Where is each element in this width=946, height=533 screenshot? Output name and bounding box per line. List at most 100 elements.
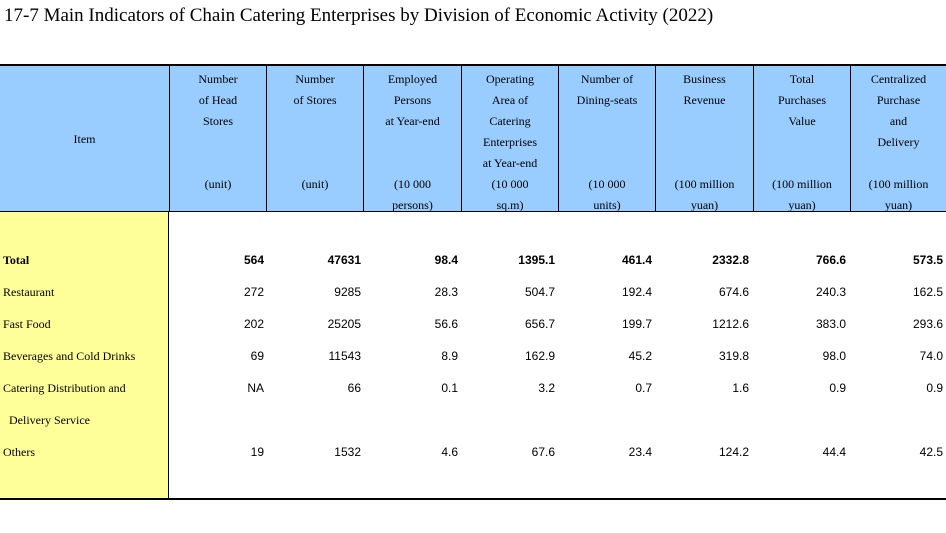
- table-cell: 162.5: [912, 285, 943, 299]
- table-cell: 293.6: [912, 317, 943, 331]
- table-row: Restaurant 272 9285 28.3 504.7 192.4 674.6 240.…: [0, 282, 946, 302]
- table-row: Delivery Service: [0, 410, 946, 430]
- table-cell: 44.4: [822, 445, 846, 459]
- row-label: Fast Food: [3, 317, 51, 331]
- column-unit-line: (100 million: [674, 177, 735, 191]
- table-cell: 2332.8: [712, 253, 749, 267]
- column-header: Operating Area of Catering Enterprises at Ye…: [461, 66, 558, 212]
- table-cell: 162.9: [524, 349, 555, 363]
- table-cell: 25205: [327, 317, 361, 331]
- table-row: Beverages and Cold Drinks 69 11543 8.9 162.9…: [0, 346, 946, 366]
- column-header-line: Persons: [393, 93, 432, 107]
- row-label: Restaurant: [3, 285, 55, 299]
- column-unit-line: yuan): [884, 198, 913, 212]
- table-cell: 19: [250, 445, 264, 459]
- row-label-column: [0, 212, 169, 499]
- table-cell: 504.7: [524, 285, 555, 299]
- table-row: Fast Food 202 25205 56.6 656.7 199.7 1212.6 383…: [0, 314, 946, 334]
- column-unit-line: (unit): [301, 177, 329, 191]
- table-cell: 240.3: [815, 285, 846, 299]
- table-cell: 573.5: [912, 253, 943, 267]
- table-row: Total 564 47631 98.4 1395.1 461.4 2332.8 766.6 5…: [0, 250, 946, 270]
- table-cell: 202: [243, 317, 264, 331]
- table-cell: 766.6: [815, 253, 846, 267]
- table-cell: 1.6: [732, 381, 749, 395]
- table-cell: 69: [250, 349, 264, 363]
- table-cell: 192.4: [621, 285, 652, 299]
- table-cell: 564: [243, 253, 264, 267]
- table-cell: 272: [243, 285, 264, 299]
- column-header-line: Catering: [489, 114, 531, 128]
- column-unit-line: (unit): [204, 177, 232, 191]
- table-cell: 67.6: [531, 445, 555, 459]
- column-header-line: Centralized: [870, 72, 927, 86]
- table-cell: NA: [247, 381, 264, 395]
- column-unit-line: (10 000: [394, 177, 431, 191]
- column-header-line: Enterprises: [483, 135, 537, 149]
- table-cell: 9285: [334, 285, 361, 299]
- table-cell: 319.8: [718, 349, 749, 363]
- column-unit-line: (100 million: [868, 177, 929, 191]
- row-label: Delivery Service: [9, 413, 90, 427]
- page-title: 17-7 Main Indicators of Chain Catering E…: [4, 5, 714, 26]
- column-header: Number of Dining-seats (10 000 units): [558, 66, 655, 212]
- column-header-line: Business: [683, 72, 726, 86]
- table-cell: 98.0: [822, 349, 846, 363]
- column-header-line: Employed: [387, 72, 438, 86]
- column-header-line: Dining-seats: [576, 93, 638, 107]
- table-row: Catering Distribution and NA 66 0.1 3.2 0.7 1.…: [0, 378, 946, 398]
- table-cell: 28.3: [434, 285, 458, 299]
- table-cell: 199.7: [621, 317, 652, 331]
- row-label: Catering Distribution and: [3, 381, 126, 395]
- table-cell: 461.4: [621, 253, 652, 267]
- column-header: Number of Stores (unit): [266, 66, 363, 212]
- table-cell: 8.9: [441, 349, 458, 363]
- table-cell: 47631: [327, 253, 361, 267]
- table-cell: 0.9: [926, 381, 943, 395]
- column-header-line: at Year-end: [385, 114, 440, 128]
- table-cell: 1532: [334, 445, 361, 459]
- table-cell: 3.2: [538, 381, 555, 395]
- table-cell: 11543: [328, 349, 361, 363]
- table-cell: 124.2: [718, 445, 749, 459]
- table-cell: 1395.1: [518, 253, 555, 267]
- column-header: Centralized Purchase and Delivery (100 milli…: [850, 66, 946, 212]
- column-header-line: Number of: [580, 72, 634, 86]
- item-column-header: Item: [73, 132, 96, 146]
- table-cell: 66: [347, 381, 361, 395]
- table-cell: 98.4: [434, 253, 458, 267]
- column-header-line: at Year-end: [482, 156, 538, 170]
- table-cell: 42.5: [919, 445, 943, 459]
- column-header: Total Purchases Value (100 million yuan): [753, 66, 850, 212]
- column-header-line: Number: [198, 72, 238, 86]
- column-unit-line: persons): [392, 198, 433, 212]
- column-unit-line: (10 000: [588, 177, 626, 191]
- column-header-line: Purchases: [778, 93, 826, 107]
- table-row: Others 19 1532 4.6 67.6 23.4 124.2 44.4 42.5: [0, 442, 946, 462]
- table-cell: 0.9: [829, 381, 846, 395]
- column-unit-line: (100 million: [772, 177, 832, 191]
- column-header-line: Purchase: [876, 93, 921, 107]
- column-header-line: Delivery: [877, 135, 920, 149]
- table-cell: 1212.6: [712, 317, 749, 331]
- bottom-rule: [0, 498, 946, 500]
- column-header-line: Revenue: [683, 93, 726, 107]
- table-cell: 74.0: [919, 349, 943, 363]
- column-header-line: and: [889, 114, 908, 128]
- column-header-line: Stores: [203, 114, 233, 128]
- column-unit-line: sq.m): [496, 198, 524, 212]
- table-header: Item Number of Head Stores (unit) Number of S…: [0, 64, 946, 212]
- table-cell: 674.6: [718, 285, 749, 299]
- column-unit-line: (10 000: [491, 177, 529, 191]
- table-cell: 56.6: [434, 317, 458, 331]
- column-header-line: of Head: [198, 93, 238, 107]
- column-unit-line: yuan): [788, 198, 816, 212]
- column-header-line: Number: [295, 72, 335, 86]
- row-label: Total: [3, 253, 30, 267]
- column-header-line: Value: [788, 114, 816, 128]
- column-header: Employed Persons at Year-end (10 000 persons…: [363, 66, 461, 212]
- column-unit-line: units): [593, 198, 621, 212]
- row-label: Others: [3, 445, 35, 459]
- row-label: Beverages and Cold Drinks: [3, 349, 136, 363]
- column-header-line: Area of: [491, 93, 529, 107]
